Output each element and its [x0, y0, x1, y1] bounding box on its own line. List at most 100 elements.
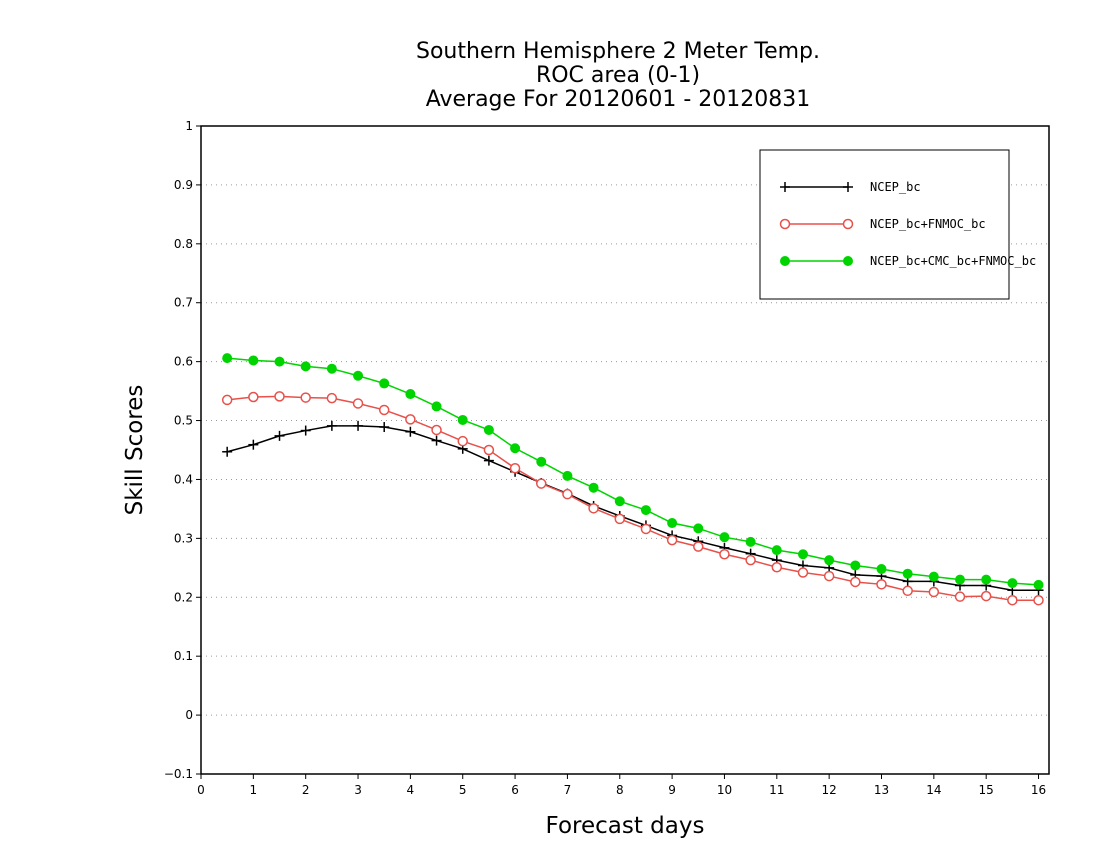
data-point — [405, 426, 416, 437]
data-point — [509, 463, 521, 474]
data-point — [300, 425, 311, 436]
data-point — [850, 560, 861, 571]
x-tick-label: 14 — [926, 783, 941, 797]
x-tick-label: 1 — [250, 783, 258, 797]
data-point — [379, 422, 390, 433]
data-point — [928, 571, 939, 582]
data-point — [719, 549, 730, 560]
data-point — [771, 561, 783, 573]
data-point — [326, 392, 338, 404]
series-1 — [222, 420, 1044, 596]
legend-label: NCEP_bc — [870, 180, 921, 194]
legend-entries: NCEP_bc NCEP_bc+FNMOC_bc NCEP_bc+CMC_bc+FN… — [779, 180, 1036, 268]
y-tick-label: 0.1 — [174, 649, 193, 663]
legend-label: NCEP_bc+FNMOC_bc — [870, 217, 986, 231]
data-point — [876, 579, 887, 590]
y-tick-label: −0.1 — [164, 767, 193, 781]
data-point — [457, 414, 468, 425]
data-point — [483, 444, 495, 456]
data-point — [222, 353, 233, 364]
data-point — [640, 505, 651, 516]
axis-ticks: −0.100.10.20.30.40.50.60.70.80.910 1 2 3 4 5 6… — [164, 119, 1046, 797]
x-tick-label: 4 — [407, 783, 415, 797]
legend-marker — [842, 218, 854, 230]
data-point — [745, 554, 756, 566]
data-point — [353, 370, 364, 381]
title-line-1: Southern Hemisphere 2 Meter Temp. — [416, 39, 820, 64]
x-axis-title: Forecast days — [546, 813, 705, 839]
data-point — [614, 496, 625, 507]
plot-frame — [200, 125, 1050, 775]
data-point — [300, 361, 311, 372]
title-line-2: ROC area (0-1) — [536, 63, 700, 88]
data-point — [1033, 594, 1044, 606]
x-tick-label: 3 — [354, 783, 362, 797]
data-point — [588, 482, 599, 493]
data-point — [562, 488, 573, 500]
data-point — [222, 446, 233, 457]
data-point — [876, 563, 887, 574]
data-point — [614, 513, 626, 525]
data-point — [1007, 594, 1018, 606]
data-point — [667, 518, 678, 529]
data-point — [1033, 579, 1044, 590]
x-tick-label: 2 — [302, 783, 310, 797]
data-point — [1007, 578, 1018, 589]
series-layer — [221, 353, 1044, 606]
legend: NCEP_bc NCEP_bc+FNMOC_bc NCEP_bc+CMC_bc+FN… — [759, 149, 1036, 300]
x-tick-label: 0 — [197, 783, 205, 797]
data-point — [954, 591, 966, 602]
legend-entry: NCEP_bc — [780, 180, 921, 194]
x-tick-label: 13 — [874, 783, 889, 797]
title-line-3: Average For 20120601 - 20120831 — [426, 87, 811, 112]
data-point — [274, 391, 285, 402]
data-point — [483, 424, 494, 435]
data-point — [483, 455, 494, 466]
legend-marker — [843, 256, 853, 266]
data-point — [797, 567, 809, 578]
legend-marker — [779, 218, 791, 230]
data-point — [536, 456, 547, 467]
data-point — [326, 363, 337, 374]
data-point — [745, 536, 756, 547]
data-point — [797, 549, 808, 560]
y-axis-title: Skill Scores — [122, 385, 148, 516]
data-point — [562, 470, 573, 481]
chart-title: Southern Hemisphere 2 Meter Temp. ROC ar… — [416, 39, 820, 112]
x-tick-label: 15 — [979, 783, 994, 797]
data-point — [640, 523, 652, 535]
y-tick-label: 0.5 — [174, 414, 193, 428]
y-tick-label: 0 — [185, 708, 193, 722]
data-point — [902, 585, 913, 597]
data-point — [535, 478, 547, 489]
y-tick-label: 0.3 — [174, 531, 193, 545]
x-tick-label: 8 — [616, 783, 624, 797]
series-line — [227, 395, 1039, 601]
x-tick-label: 6 — [511, 783, 519, 797]
data-point — [431, 424, 442, 436]
x-tick-label: 5 — [459, 783, 467, 797]
data-point — [902, 568, 913, 579]
series-2 — [221, 391, 1044, 606]
data-point — [955, 574, 966, 585]
data-point — [431, 435, 442, 446]
y-tick-label: 0.6 — [174, 355, 193, 369]
data-point — [980, 590, 992, 602]
data-point — [771, 545, 782, 556]
data-point — [326, 420, 337, 431]
data-point — [510, 443, 521, 454]
data-point — [588, 503, 599, 514]
x-tick-label: 11 — [769, 783, 784, 797]
legend-marker — [780, 182, 790, 192]
series-3 — [222, 353, 1044, 590]
data-point — [248, 391, 259, 403]
data-point — [274, 356, 285, 367]
data-point — [353, 420, 364, 431]
series-line — [226, 425, 1039, 591]
data-point — [352, 398, 364, 409]
data-point — [431, 401, 442, 412]
data-point — [405, 389, 416, 400]
legend-marker — [843, 182, 853, 192]
data-point — [824, 555, 835, 566]
